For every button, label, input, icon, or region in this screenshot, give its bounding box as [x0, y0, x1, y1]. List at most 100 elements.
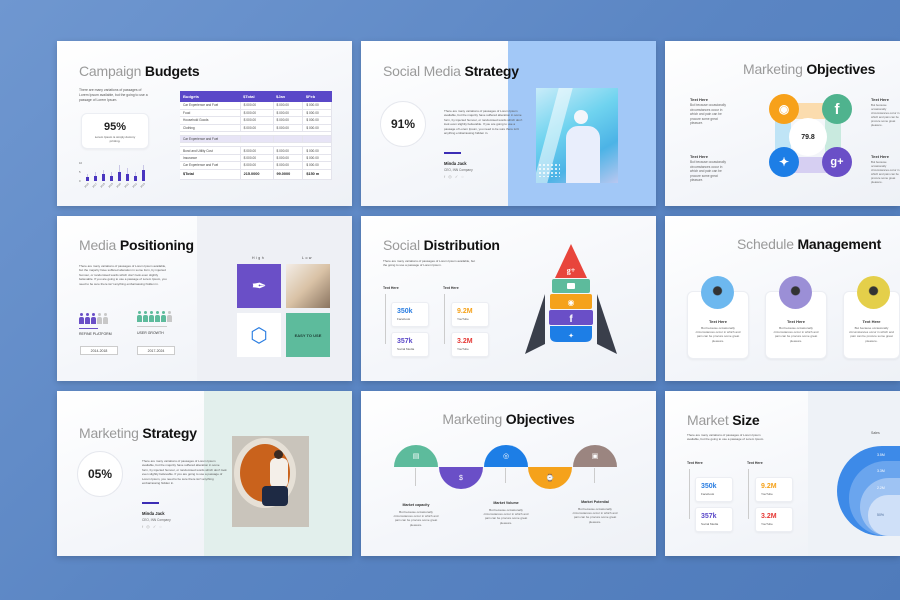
rocket-band-rss — [550, 294, 592, 309]
ring-label: 2.2M — [877, 486, 885, 490]
table-cell: $ 000.00 — [302, 124, 332, 133]
section-row: Car Experience and Fuel — [180, 135, 332, 144]
table-cell: 99.0000 — [273, 169, 304, 180]
ring-label: 3.5M — [877, 453, 885, 457]
text-heading: Text Here — [871, 97, 889, 102]
table-cell: Car Experience and Fuel — [180, 135, 241, 144]
table-header: Budgets $Total $Jan $Feb — [180, 91, 332, 102]
table-cell: $ 000.00 — [240, 109, 274, 118]
stat-value: 9.2M — [457, 308, 473, 315]
table-cell: $ 000.00 — [302, 102, 332, 110]
table-cell: $ 000.00 — [302, 154, 332, 163]
text-body: But because occasionally circumstances o… — [690, 103, 726, 126]
table-cell: $ 000.00 — [273, 161, 304, 170]
rocket-graphic: g+ ◉ f ✦ — [525, 244, 617, 354]
svg-text:g+: g+ — [567, 266, 576, 275]
chair-photo — [232, 436, 309, 527]
low-label: Low — [302, 256, 313, 260]
table-cell: $ 000.00 — [240, 124, 274, 133]
table-cell: $ 000.00 — [273, 109, 304, 118]
body-text: There are many variations of passages of… — [444, 109, 523, 136]
pen-tool-icon: ✒ — [237, 264, 281, 308]
social-icons: f ◎ ✓ ◌ — [444, 174, 465, 179]
rocket-left-fin — [525, 294, 545, 354]
x-tick-label: 2021 — [123, 182, 130, 189]
x-tick-label: 2016 — [83, 182, 90, 189]
connector — [825, 113, 841, 158]
table-row: Household Goods $ 000.00 $ 000.00 $ 000.00 — [180, 116, 332, 125]
slide-schedule-management[interactable]: Schedule Management Text Here But because… — [665, 216, 900, 381]
slide-marketing-objectives-timeline[interactable]: Marketing Objectives ▤ $ ◎ ⌚ ▣ Market ca… — [361, 391, 656, 556]
connector — [415, 468, 416, 486]
slide-title: Marketing Objectives — [442, 411, 575, 427]
bar — [110, 175, 113, 181]
slide-market-size[interactable]: Market Size There are many variations of… — [665, 391, 900, 556]
column-header: $Feb — [302, 91, 332, 102]
growth-period-button[interactable]: 2017-2024 — [137, 346, 175, 355]
text-body: But because occasionally circumstances o… — [871, 103, 900, 127]
y-tick-label: 10 — [79, 161, 83, 165]
x-tick-label: 2019 — [107, 182, 114, 189]
card-title: Text Here — [862, 319, 881, 324]
refine-people-icons — [79, 311, 109, 329]
body-text: There are many variations of passages of… — [687, 433, 765, 442]
svg-text:◉: ◉ — [568, 298, 575, 307]
stat-circle: 91% — [380, 101, 426, 147]
person-icon — [149, 311, 154, 322]
bar — [142, 170, 145, 181]
box-icon: ▣ — [573, 445, 617, 467]
body-text: There are many variations of passages of… — [79, 264, 167, 286]
text-heading: Text Here — [690, 154, 708, 159]
person-icon — [143, 311, 148, 322]
divider — [79, 328, 98, 329]
person-icon — [79, 313, 84, 324]
x-tick-label: 2023 — [139, 182, 146, 189]
table-cell: $ 000.00 — [302, 116, 332, 125]
tree-line — [748, 469, 749, 519]
ring-label: 50% — [877, 513, 885, 517]
total-row: $Total 215.0000 99.0000 $150 m — [180, 169, 332, 180]
slide-marketing-strategy[interactable]: Marketing Strategy 05% There are many va… — [57, 391, 352, 556]
slide-social-media-strategy[interactable]: Social Media Strategy 91% There are many… — [361, 41, 656, 206]
high-label: High — [252, 256, 266, 260]
slide-campaign-budgets[interactable]: Campaign Budgets There are many variatio… — [57, 41, 352, 206]
slide-social-distribution[interactable]: Social Distribution There are many varia… — [361, 216, 656, 381]
bar — [126, 173, 129, 181]
stat-caption: Lorem Ipsum is simply dummy printing. — [94, 135, 136, 143]
objective-text: But because occasionally circumstances o… — [393, 510, 439, 527]
table-cell: $ 000.00 — [273, 102, 304, 110]
x-tick-label: 2022 — [131, 182, 138, 189]
column-heading: Text Here — [747, 461, 763, 465]
table-cell: $ 000.00 — [240, 146, 274, 155]
slide-media-positioning[interactable]: Media Positioning There are many variati… — [57, 216, 352, 381]
slide-marketing-objectives-circle[interactable]: Marketing Objectives Text Here But becau… — [665, 41, 900, 206]
stat-label: YouTube — [761, 522, 773, 526]
body-text: There are many variations of passages of… — [142, 459, 227, 486]
table-cell: Household Goods — [180, 116, 241, 125]
tree-line — [385, 294, 386, 344]
ring-label: 3.3M — [877, 469, 885, 473]
table-cell: $ 000.00 — [273, 146, 304, 155]
table-cell: $150 m — [302, 169, 332, 180]
slide-title: Marketing Objectives — [743, 61, 876, 77]
divider — [137, 326, 167, 327]
rocket-band-facebook — [549, 310, 593, 325]
stat-card: 3.2M YouTube — [451, 332, 489, 357]
person-role: CEO, INN Company — [142, 518, 171, 522]
stat-value: 350k — [397, 308, 413, 315]
stat-value: 95% — [103, 121, 127, 133]
stat-label: YouTube — [457, 317, 469, 321]
bar — [118, 172, 121, 181]
table-cell: $ 000.00 — [240, 102, 274, 110]
objective-title: Market Volume — [493, 501, 519, 505]
stat-label: YouTube — [761, 492, 773, 496]
growth-label: USER GROWTH — [137, 331, 164, 335]
column-header: Budgets — [180, 91, 241, 102]
refine-label: REFINE PLATFORM — [79, 332, 112, 336]
objective-title: Market capacity — [402, 503, 430, 507]
refine-period-button[interactable]: 2014-2018 — [80, 346, 118, 355]
avatar — [701, 276, 734, 309]
divider — [444, 152, 461, 154]
bar — [86, 177, 89, 181]
card-title: Text Here — [787, 319, 805, 324]
